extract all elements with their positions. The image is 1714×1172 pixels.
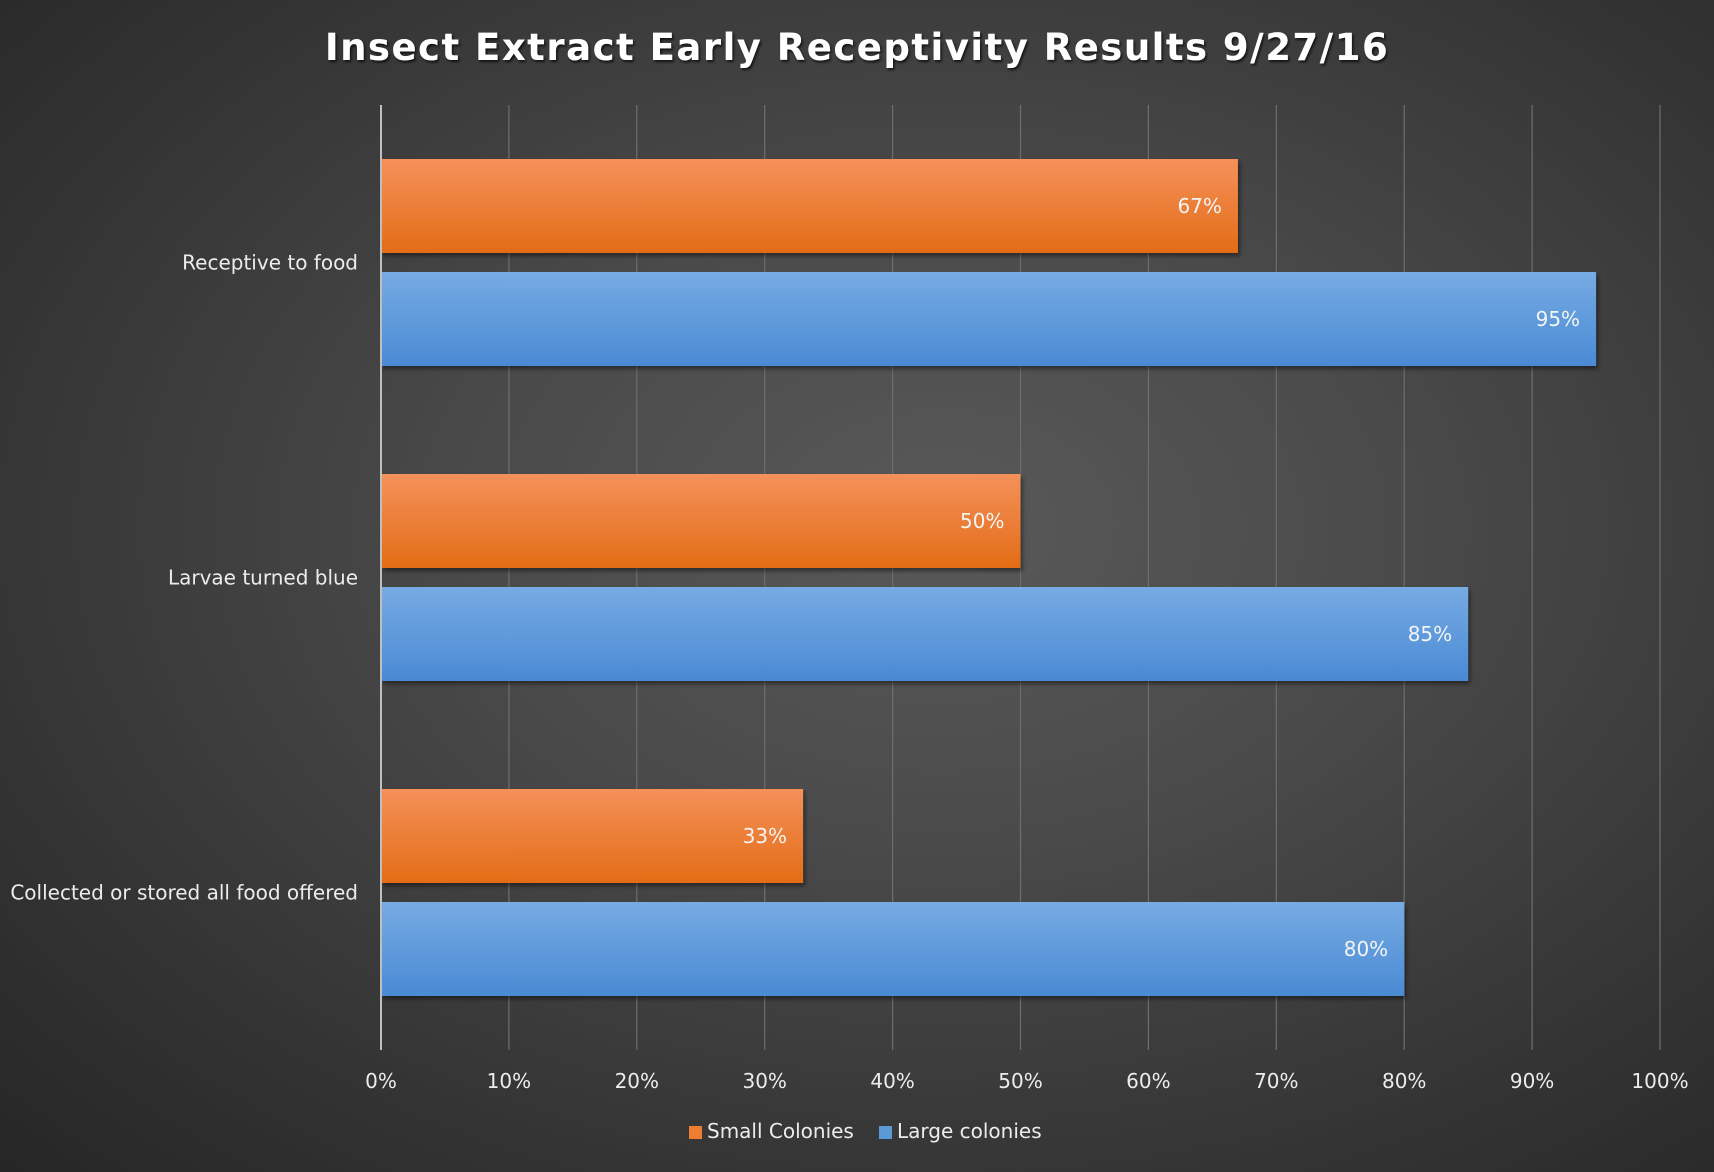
category-label: Receptive to food <box>182 251 358 275</box>
x-tick-label: 0% <box>365 1069 397 1093</box>
x-tick-label: 50% <box>998 1069 1042 1093</box>
data-label: 80% <box>1344 937 1388 961</box>
data-label: 50% <box>960 509 1004 533</box>
category-label: Larvae turned blue <box>168 566 358 590</box>
data-label: 95% <box>1536 307 1580 331</box>
legend-swatch <box>879 1126 892 1139</box>
bar <box>381 902 1405 996</box>
chart-title: Insect Extract Early Receptivity Results… <box>325 26 1389 69</box>
x-axis-tick-labels: 0% 10% 20% 30% 40% 50% 60% 70% 80% 90% 100% <box>365 1069 1688 1093</box>
bars: 67% 95% 50% 85% 33% 80% <box>381 159 1597 996</box>
data-label: 85% <box>1408 622 1452 646</box>
legend-swatch <box>689 1126 702 1139</box>
legend: Small Colonies Large colonies <box>689 1119 1042 1143</box>
x-tick-label: 30% <box>742 1069 786 1093</box>
x-tick-label: 100% <box>1631 1069 1688 1093</box>
x-tick-label: 20% <box>615 1069 659 1093</box>
legend-label: Large colonies <box>897 1119 1042 1143</box>
x-tick-label: 80% <box>1382 1069 1426 1093</box>
gridlines <box>508 105 1661 1050</box>
category-labels: Receptive to food Larvae turned blue Colle… <box>10 251 358 905</box>
category-label: Collected or stored all food offered <box>10 881 358 905</box>
x-tick-label: 60% <box>1126 1069 1170 1093</box>
x-tick-label: 10% <box>487 1069 531 1093</box>
x-tick-label: 40% <box>870 1069 914 1093</box>
bar <box>381 587 1469 681</box>
bar <box>381 789 804 883</box>
data-label: 67% <box>1177 194 1221 218</box>
bar <box>381 272 1597 366</box>
bar <box>381 474 1021 568</box>
bar <box>381 159 1238 253</box>
legend-label: Small Colonies <box>707 1119 854 1143</box>
x-tick-label: 90% <box>1510 1069 1554 1093</box>
x-tick-label: 70% <box>1254 1069 1298 1093</box>
data-label: 33% <box>743 824 787 848</box>
